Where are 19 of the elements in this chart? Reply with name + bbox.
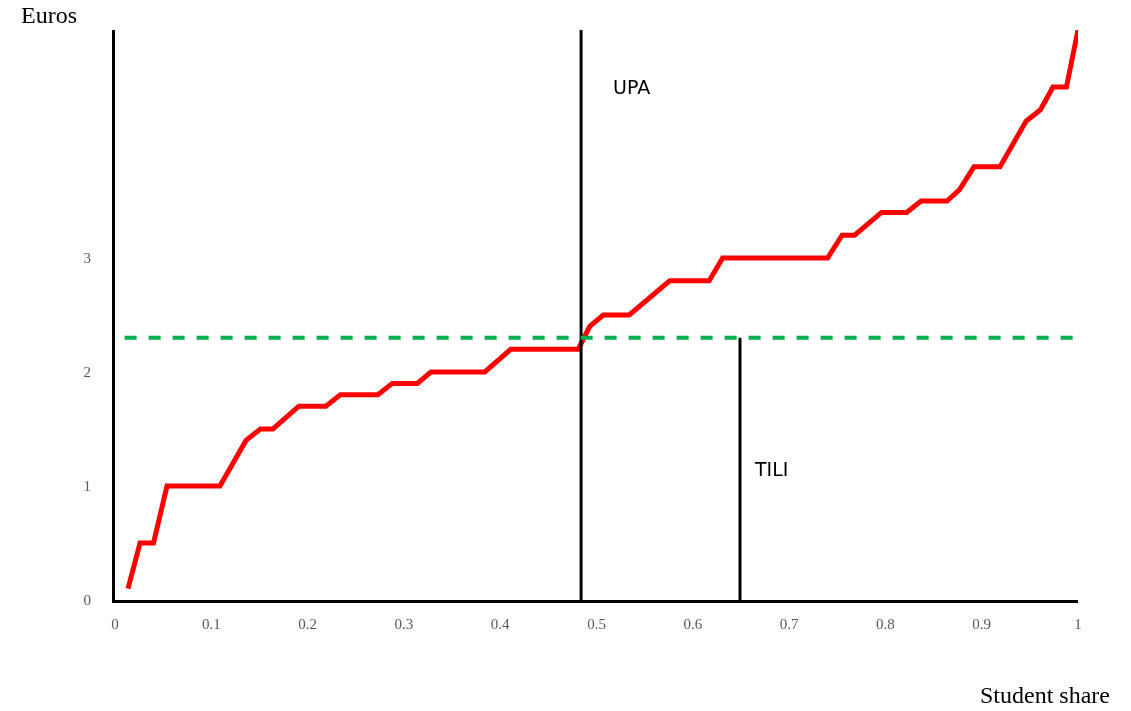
- y-axis-title: Euros: [21, 2, 77, 28]
- y-tick-label: 1: [83, 478, 91, 495]
- y-tick-label: 2: [83, 364, 91, 381]
- x-tick-label: 0.3: [394, 616, 414, 632]
- x-tick-label: 0.8: [876, 616, 895, 632]
- x-axis-title: Student share: [980, 682, 1110, 708]
- y-tick-label: 0: [83, 592, 91, 609]
- series-label: TILI: [754, 458, 789, 480]
- x-tick-label: 0.4: [490, 616, 511, 632]
- x-tick-label: 0.7: [779, 616, 799, 632]
- x-tick-label: 0.2: [298, 616, 317, 632]
- x-tick-label: 0.1: [201, 616, 221, 632]
- y-tick-label: 3: [83, 250, 91, 267]
- ref-line-label: UPA: [613, 76, 651, 98]
- x-tick-label: 0.6: [683, 616, 703, 632]
- x-tick-label: 0.9: [972, 616, 992, 632]
- x-tick-label: 0: [111, 616, 119, 632]
- x-tick-label: 1: [1074, 616, 1082, 632]
- x-tick-label: 0.5: [587, 616, 606, 632]
